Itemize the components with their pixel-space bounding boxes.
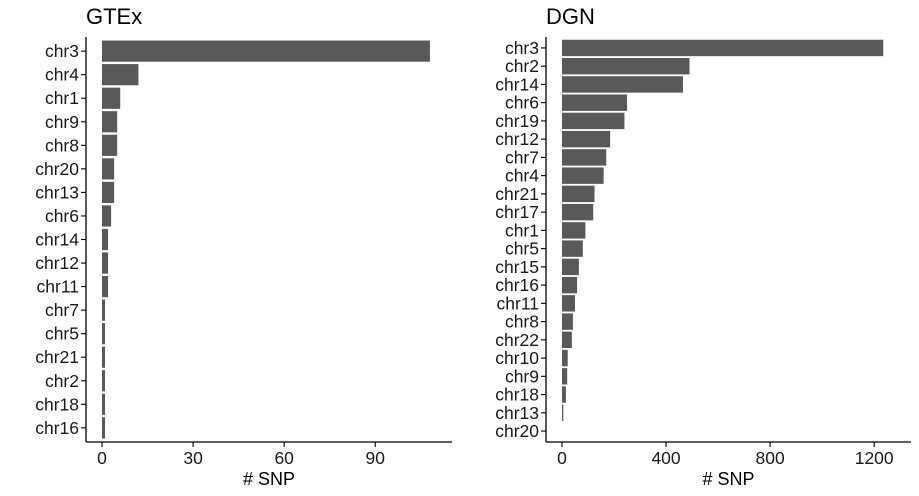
- x-tick-label: 90: [366, 448, 386, 468]
- bar-chr21: [562, 185, 595, 203]
- bar-chr17: [562, 203, 594, 221]
- bar-chr2: [562, 57, 690, 75]
- bar-chr19: [562, 112, 625, 130]
- bar-chr5: [562, 240, 583, 257]
- y-tick-label-chr20: chr20: [495, 421, 539, 441]
- y-tick-label-chr5: chr5: [45, 324, 79, 344]
- bar-chr16: [562, 276, 578, 294]
- y-tick-label-chr5: chr5: [505, 239, 539, 259]
- bar-chr20: [102, 158, 115, 180]
- y-tick-label-chr14: chr14: [495, 74, 539, 94]
- y-tick-label-chr7: chr7: [505, 147, 539, 167]
- bar-chr8: [102, 134, 118, 156]
- bar-chr4: [102, 64, 139, 86]
- y-tick-label-chr13: chr13: [495, 403, 539, 423]
- bar-chr13: [562, 404, 564, 422]
- bar-chr15: [562, 258, 579, 276]
- y-tick-label-chr4: chr4: [505, 166, 539, 186]
- bar-chr7: [562, 149, 607, 166]
- bar-chr3: [562, 39, 884, 57]
- bar-chr12: [562, 130, 611, 148]
- bar-chr5: [102, 323, 106, 345]
- y-tick-label-chr10: chr10: [495, 348, 539, 368]
- y-tick-label-chr13: chr13: [35, 182, 79, 202]
- y-tick-label-chr3: chr3: [45, 41, 79, 61]
- y-tick-label-chr14: chr14: [35, 230, 79, 250]
- y-tick-label-chr22: chr22: [495, 330, 539, 350]
- y-tick-label-chr11: chr11: [497, 293, 539, 313]
- y-tick-label-chr17: chr17: [495, 202, 539, 222]
- bar-chr8: [562, 313, 573, 330]
- bar-chr22: [562, 331, 572, 349]
- y-tick-label-chr1: chr1: [45, 88, 79, 108]
- bar-chr11: [102, 275, 109, 298]
- x-tick-label: 0: [97, 448, 107, 468]
- panel-gtex: GTExchr3chr4chr1chr9chr8chr20chr13chr6ch…: [35, 4, 452, 489]
- y-tick-label-chr4: chr4: [45, 65, 79, 85]
- x-tick-label: 400: [651, 448, 680, 468]
- y-tick-label-chr20: chr20: [35, 159, 79, 179]
- x-tick-label: 30: [183, 448, 203, 468]
- y-tick-label-chr7: chr7: [45, 300, 79, 320]
- bar-chr18: [562, 386, 566, 403]
- y-tick-label-chr15: chr15: [495, 257, 539, 277]
- bar-chr12: [102, 252, 109, 274]
- bar-chr6: [102, 205, 112, 227]
- bar-chr18: [102, 393, 106, 415]
- bar-chr1: [102, 87, 121, 109]
- bar-chr10: [562, 349, 568, 367]
- x-tick-label: 0: [557, 448, 567, 468]
- bar-chr9: [562, 368, 568, 385]
- y-tick-label-chr18: chr18: [35, 394, 79, 414]
- bar-chr14: [562, 76, 683, 93]
- bar-chr1: [562, 222, 586, 239]
- y-tick-label-chr12: chr12: [35, 253, 79, 273]
- y-tick-label-chr16: chr16: [35, 418, 79, 438]
- y-tick-label-chr8: chr8: [505, 312, 539, 332]
- y-tick-label-chr3: chr3: [505, 38, 539, 58]
- x-axis-title: # SNP: [243, 469, 295, 489]
- y-tick-label-chr1: chr1: [505, 220, 539, 240]
- y-tick-label-chr16: chr16: [495, 275, 539, 295]
- bar-chr2: [102, 370, 106, 392]
- bar-chr16: [102, 417, 106, 439]
- y-tick-label-chr21: chr21: [495, 184, 539, 204]
- y-tick-label-chr9: chr9: [45, 112, 79, 132]
- y-tick-label-chr9: chr9: [505, 366, 539, 386]
- y-tick-label-chr19: chr19: [495, 111, 539, 131]
- bar-chr21: [102, 346, 106, 368]
- x-tick-label: 800: [756, 448, 785, 468]
- y-tick-label-chr6: chr6: [45, 206, 79, 226]
- bar-chr6: [562, 94, 628, 111]
- bar-chr9: [102, 111, 118, 133]
- panel-title: GTEx: [86, 4, 142, 29]
- bar-chr7: [102, 299, 106, 321]
- panel-dgn: DGNchr3chr2chr14chr6chr19chr12chr7chr4ch…: [495, 4, 911, 489]
- y-tick-label-chr18: chr18: [495, 385, 539, 405]
- y-tick-label-chr11: chr11: [37, 277, 79, 297]
- y-tick-label-chr12: chr12: [495, 129, 539, 149]
- y-tick-label-chr6: chr6: [505, 93, 539, 113]
- y-tick-label-chr2: chr2: [505, 56, 539, 76]
- y-tick-label-chr8: chr8: [45, 135, 79, 155]
- panel-title: DGN: [546, 4, 595, 29]
- y-tick-label-chr21: chr21: [35, 347, 79, 367]
- y-tick-label-chr2: chr2: [45, 371, 79, 391]
- x-axis-title: # SNP: [702, 469, 754, 489]
- x-tick-label: 1200: [855, 448, 894, 468]
- bar-chr4: [562, 167, 604, 184]
- x-tick-label: 60: [274, 448, 294, 468]
- bar-chr14: [102, 228, 109, 251]
- bar-chr3: [102, 40, 430, 62]
- bar-chr11: [562, 295, 576, 312]
- bar-chr13: [102, 181, 115, 204]
